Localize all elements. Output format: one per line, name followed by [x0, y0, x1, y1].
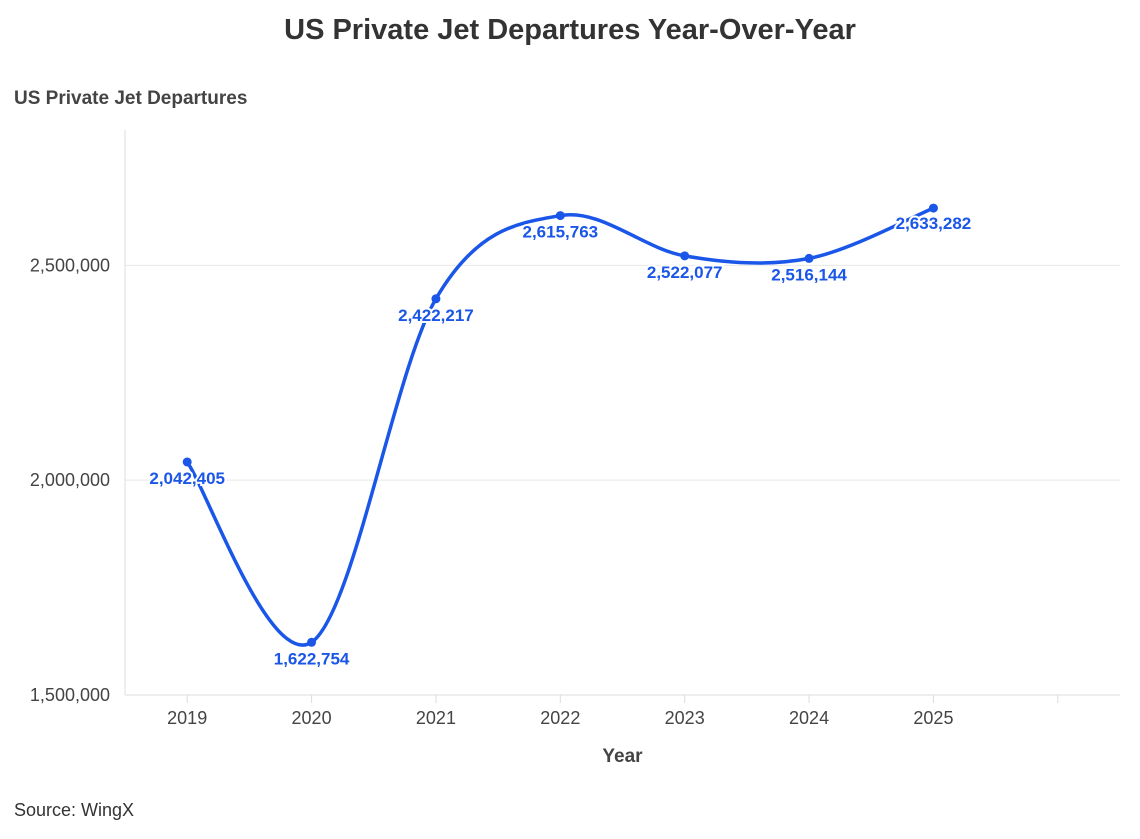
- series-line: [185, 206, 935, 647]
- data-point: [182, 457, 192, 467]
- x-tick-label: 2019: [167, 708, 207, 728]
- data-point: [555, 211, 565, 221]
- data-label: 2,042,405: [149, 469, 225, 488]
- data-point: [431, 294, 441, 304]
- data-label: 2,615,763: [522, 223, 598, 242]
- x-tick-label: 2020: [292, 708, 332, 728]
- data-point: [680, 251, 690, 261]
- chart-title: US Private Jet Departures Year-Over-Year: [284, 14, 856, 46]
- x-tick-label: 2025: [913, 708, 953, 728]
- x-tick-label: 2021: [416, 708, 456, 728]
- y-tick-label: 2,500,000: [30, 255, 110, 275]
- x-tick-label: 2024: [789, 708, 829, 728]
- data-point: [804, 253, 814, 263]
- x-tick-label: 2023: [665, 708, 705, 728]
- source-note: Source: WingX: [14, 800, 135, 820]
- data-label: 1,622,754: [274, 649, 350, 668]
- data-label: 2,422,217: [398, 306, 474, 325]
- data-label: 2,633,282: [896, 214, 972, 233]
- y-tick-label: 2,000,000: [30, 470, 110, 490]
- x-axis-title: Year: [602, 746, 643, 767]
- data-point: [928, 203, 938, 213]
- data-label: 2,522,077: [647, 263, 723, 282]
- x-tick-label: 2022: [540, 708, 580, 728]
- data-point: [307, 637, 317, 647]
- y-tick-label: 1,500,000: [30, 685, 110, 705]
- data-label: 2,516,144: [771, 265, 847, 284]
- y-axis-title: US Private Jet Departures: [14, 88, 248, 109]
